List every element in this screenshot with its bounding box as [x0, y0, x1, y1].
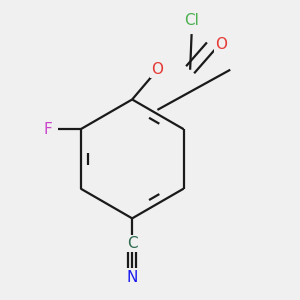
Text: N: N — [127, 270, 138, 285]
Text: F: F — [44, 122, 52, 137]
Text: Cl: Cl — [184, 13, 199, 28]
Text: O: O — [215, 37, 227, 52]
Text: O: O — [152, 62, 164, 77]
Text: C: C — [127, 236, 137, 251]
